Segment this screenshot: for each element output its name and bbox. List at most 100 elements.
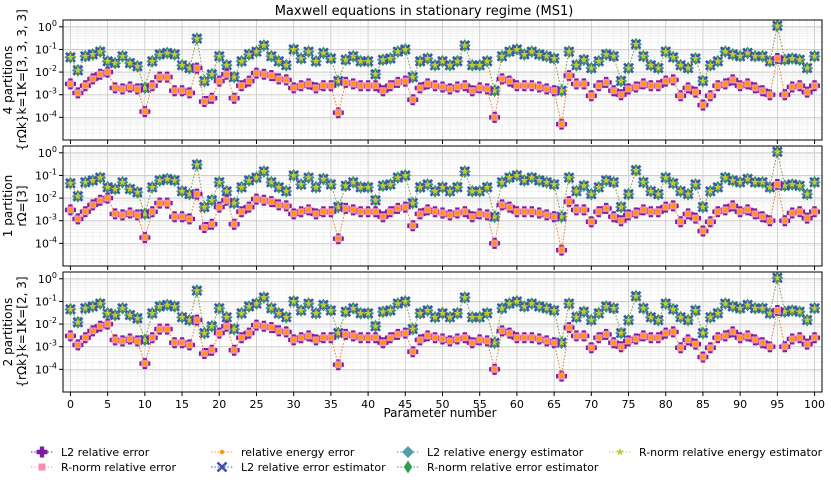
y-axis-label-line1: 2 partitions bbox=[1, 298, 15, 367]
data-point bbox=[767, 344, 773, 349]
data-point bbox=[178, 187, 186, 195]
data-point bbox=[641, 81, 646, 87]
data-point bbox=[574, 81, 579, 87]
data-point bbox=[810, 304, 819, 312]
data-point bbox=[282, 187, 291, 195]
data-point bbox=[343, 206, 348, 211]
data-point bbox=[334, 77, 343, 85]
data-point bbox=[269, 73, 274, 78]
x-tick-label: 5 bbox=[104, 398, 111, 411]
data-point bbox=[394, 47, 402, 55]
data-point bbox=[529, 83, 534, 88]
legend-marker bbox=[403, 460, 413, 474]
data-point bbox=[395, 332, 401, 337]
data-point bbox=[617, 77, 625, 85]
data-point bbox=[745, 333, 750, 339]
data-point bbox=[194, 65, 200, 71]
data-point bbox=[795, 181, 804, 189]
data-point bbox=[276, 328, 281, 334]
data-point bbox=[260, 293, 268, 301]
x-tick-label: 15 bbox=[175, 398, 189, 411]
data-point bbox=[670, 203, 676, 209]
data-point bbox=[327, 306, 335, 314]
data-point bbox=[490, 338, 499, 346]
data-point bbox=[141, 83, 149, 92]
data-point bbox=[760, 340, 765, 345]
data-point bbox=[252, 173, 261, 181]
data-point bbox=[291, 211, 296, 217]
data-point bbox=[343, 80, 348, 85]
data-point bbox=[782, 344, 787, 349]
data-point bbox=[103, 183, 112, 191]
data-point bbox=[217, 204, 222, 210]
data-point bbox=[499, 202, 505, 208]
data-point bbox=[663, 204, 668, 210]
data-point bbox=[447, 86, 453, 92]
data-point bbox=[172, 88, 177, 93]
data-point bbox=[788, 180, 797, 188]
data-point bbox=[775, 56, 780, 61]
y-tick-label: 10-1 bbox=[35, 293, 57, 308]
data-point bbox=[706, 313, 715, 321]
data-point bbox=[708, 219, 713, 224]
data-point bbox=[751, 178, 759, 186]
data-point bbox=[380, 88, 386, 93]
data-point bbox=[790, 210, 795, 216]
data-point bbox=[425, 81, 430, 87]
data-point bbox=[542, 52, 551, 60]
data-point bbox=[150, 209, 155, 214]
x-tick-label: 10 bbox=[138, 398, 152, 411]
legend-marker bbox=[616, 448, 624, 456]
data-point bbox=[187, 342, 192, 348]
data-point bbox=[572, 313, 581, 321]
data-point bbox=[685, 85, 691, 91]
data-point bbox=[284, 203, 289, 209]
data-point bbox=[587, 190, 596, 198]
data-point bbox=[208, 196, 216, 204]
data-point bbox=[551, 214, 557, 219]
data-point bbox=[551, 340, 557, 345]
data-point bbox=[691, 306, 700, 314]
y-tick-label: 10-4 bbox=[35, 361, 57, 376]
data-point bbox=[276, 202, 281, 208]
data-point bbox=[609, 178, 618, 186]
data-point bbox=[267, 52, 276, 60]
data-point bbox=[319, 48, 328, 57]
y-tick-label: 100 bbox=[38, 19, 57, 34]
data-point bbox=[624, 316, 633, 324]
data-point bbox=[737, 335, 743, 340]
x-tick-label: 85 bbox=[696, 398, 710, 411]
data-point bbox=[647, 313, 655, 321]
data-point bbox=[812, 83, 817, 88]
data-point bbox=[245, 302, 253, 310]
data-point bbox=[386, 54, 395, 62]
data-point bbox=[111, 311, 119, 319]
data-point bbox=[319, 300, 328, 309]
data-point bbox=[782, 92, 787, 97]
data-point bbox=[566, 73, 572, 78]
data-point bbox=[587, 316, 596, 324]
legend-label: R-norm relative error estimator bbox=[427, 461, 599, 474]
data-point bbox=[462, 83, 468, 88]
legend-entry: R-norm relative energy estimator bbox=[609, 446, 823, 459]
data-point bbox=[155, 50, 164, 58]
data-point bbox=[602, 302, 611, 310]
data-point bbox=[587, 64, 596, 72]
data-point bbox=[470, 340, 475, 345]
data-point bbox=[164, 200, 170, 206]
data-point bbox=[416, 57, 424, 65]
data-point bbox=[520, 50, 529, 58]
legend-entry: R-norm relative error estimator bbox=[397, 460, 599, 474]
data-point bbox=[594, 183, 603, 191]
data-point bbox=[386, 180, 395, 188]
data-point bbox=[417, 337, 423, 343]
x-tick-label: 55 bbox=[473, 398, 487, 411]
data-point bbox=[403, 78, 408, 84]
data-point bbox=[752, 85, 758, 91]
data-point bbox=[217, 78, 222, 84]
data-point bbox=[291, 85, 296, 91]
data-point bbox=[648, 83, 654, 88]
data-point bbox=[446, 187, 454, 195]
data-point bbox=[246, 78, 252, 84]
data-point bbox=[609, 52, 618, 60]
